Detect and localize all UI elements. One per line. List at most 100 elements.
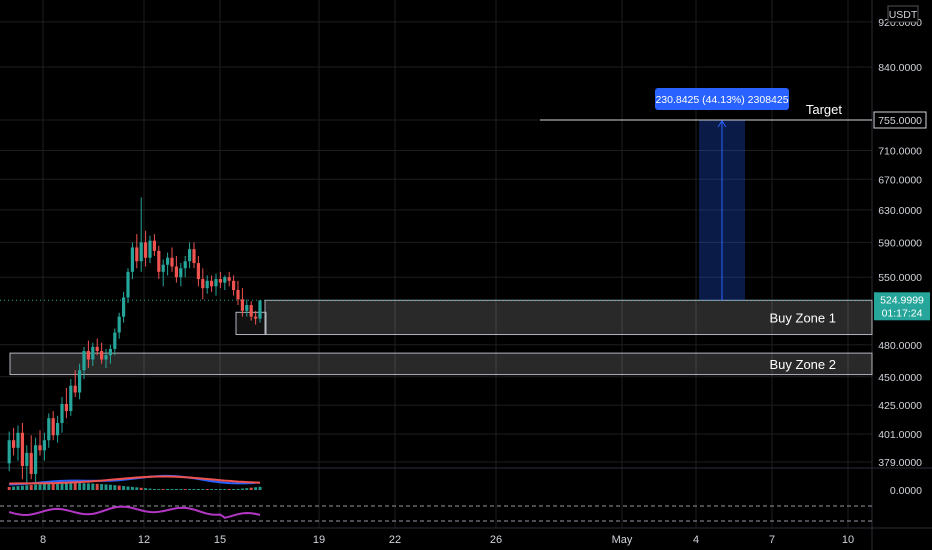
- candle: [188, 242, 192, 269]
- annotation-labels: Buy Zone 1 Buy Zone 2 Target 230.8425 (44.1…: [655, 88, 842, 372]
- candle: [108, 344, 112, 364]
- signal-line: [9, 475, 261, 485]
- price-axis-label: 379.0000: [878, 457, 922, 469]
- candle: [95, 338, 99, 356]
- candle-body: [210, 280, 214, 287]
- candle-body: [139, 242, 143, 262]
- histogram-bar: [108, 484, 112, 490]
- price-axis-label: 425.0000: [878, 400, 922, 412]
- candle-body: [144, 242, 148, 258]
- candle: [69, 379, 73, 416]
- candle-body: [91, 346, 95, 360]
- axes: 920.0000840.0000755.0000710.0000670.0000…: [40, 5, 930, 546]
- candle-body: [245, 305, 249, 311]
- target-label: Target: [806, 102, 843, 117]
- candle-body: [34, 445, 38, 474]
- candle-body: [29, 452, 33, 474]
- candle-body: [240, 299, 244, 311]
- candle: [174, 256, 178, 283]
- buy-zone-2-label: Buy Zone 2: [770, 357, 837, 372]
- price-axis-label: 670.0000: [878, 174, 922, 186]
- candle: [179, 262, 183, 287]
- candle-body: [249, 305, 253, 317]
- candle-body: [64, 403, 68, 412]
- candle: [73, 370, 77, 398]
- candle-body: [42, 440, 46, 451]
- candle: [135, 234, 139, 269]
- candle-body: [254, 316, 258, 319]
- candle: [166, 252, 170, 276]
- candle: [126, 268, 130, 304]
- measure-arrow-head: [717, 120, 727, 128]
- candle: [38, 430, 42, 456]
- candle-body: [130, 247, 134, 272]
- histogram-bar: [166, 489, 170, 490]
- candle-body: [47, 418, 51, 441]
- candle-body: [126, 271, 130, 298]
- candle-body: [170, 257, 174, 267]
- price-axis-label: 401.0000: [878, 429, 922, 441]
- date-axis-label: 7: [769, 534, 775, 546]
- histogram-bar: [135, 487, 139, 490]
- candle-body: [227, 277, 231, 281]
- candle: [161, 259, 165, 287]
- candle: [170, 247, 174, 272]
- histogram-bar: [12, 486, 16, 490]
- candle-body: [205, 280, 209, 289]
- candle: [227, 271, 231, 287]
- candles: [7, 197, 262, 485]
- candle-body: [38, 445, 42, 451]
- histogram-bar: [126, 486, 130, 490]
- candle-body: [60, 403, 64, 423]
- candle-body: [95, 346, 99, 352]
- candle: [34, 437, 38, 483]
- candle: [210, 275, 214, 292]
- candle: [196, 256, 200, 287]
- candle: [78, 363, 82, 400]
- histogram-bar: [188, 489, 192, 490]
- candle: [86, 340, 90, 369]
- candle-body: [232, 280, 236, 291]
- buy-zone-1-label: Buy Zone 1: [770, 310, 837, 325]
- candle-body: [166, 257, 170, 265]
- candle: [51, 411, 55, 441]
- candle: [144, 230, 148, 267]
- histogram-bar: [183, 489, 187, 490]
- candle: [100, 342, 104, 364]
- histogram-bar: [113, 485, 117, 490]
- histogram-bar: [42, 483, 46, 490]
- candle-body: [82, 351, 86, 371]
- candle: [218, 271, 222, 289]
- price-axis-label: 630.0000: [878, 205, 922, 217]
- candle-body: [196, 262, 200, 280]
- candle-body: [152, 240, 156, 251]
- candle-body: [258, 300, 262, 319]
- candle-body: [69, 385, 73, 412]
- oscillator-axis-label: 0.0000: [890, 485, 922, 497]
- candle: [12, 427, 16, 456]
- histogram-bar: [78, 483, 82, 490]
- candle: [223, 275, 227, 291]
- candle: [240, 288, 244, 317]
- histogram-bar: [69, 483, 73, 490]
- candle: [130, 242, 134, 280]
- candle-body: [148, 240, 152, 258]
- buy-zone-2-box: [9, 352, 873, 376]
- histogram-bar: [64, 483, 68, 490]
- candle: [82, 346, 86, 380]
- histogram-bar: [139, 487, 143, 490]
- date-axis-label: 8: [40, 534, 46, 546]
- histogram-bar: [152, 489, 156, 490]
- candle: [232, 275, 236, 296]
- candle-body: [56, 422, 60, 436]
- histogram-bar: [240, 488, 244, 490]
- measure-tool: [540, 119, 872, 301]
- target-price-tag: [873, 111, 927, 129]
- date-axis-label: 26: [490, 534, 502, 546]
- candle-body: [51, 418, 55, 436]
- histogram-bar: [38, 484, 42, 490]
- candle-body: [12, 440, 16, 448]
- histogram-bar: [214, 489, 218, 490]
